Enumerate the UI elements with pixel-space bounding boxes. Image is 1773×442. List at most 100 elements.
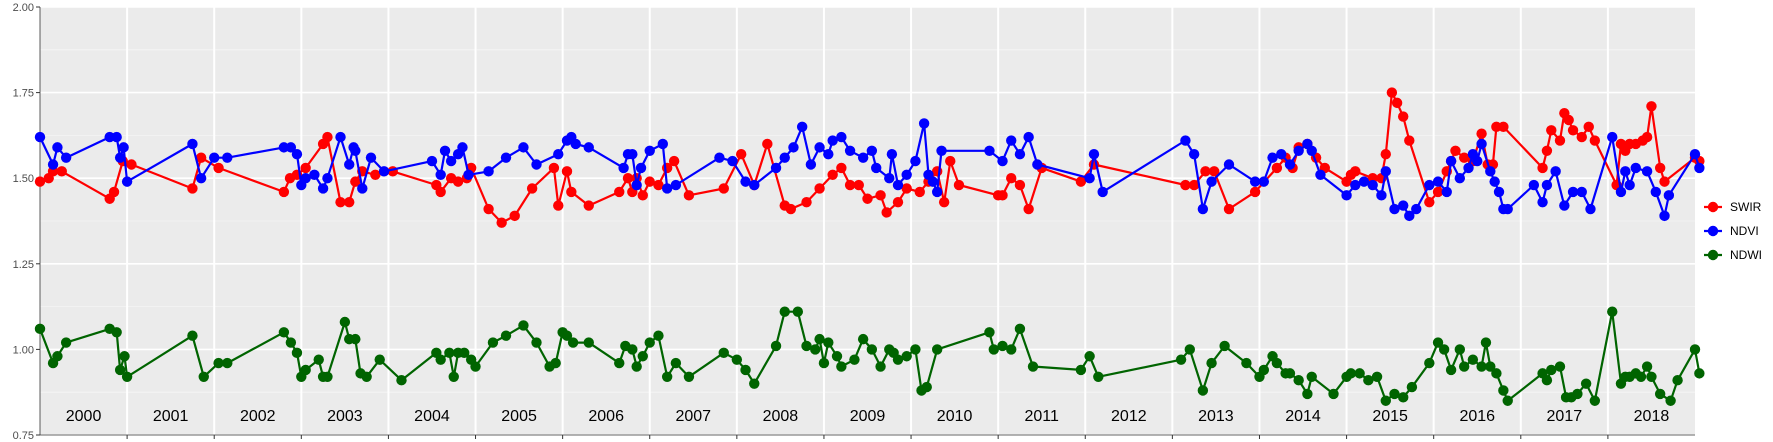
data-point-ndvi	[1689, 149, 1701, 160]
data-point-ndvi	[1620, 166, 1631, 177]
data-point-ndvi	[1641, 166, 1653, 177]
data-point-ndwi	[550, 357, 561, 369]
data-point-ndwi	[278, 327, 290, 338]
data-point-swir	[881, 207, 892, 218]
legend-key-point-swir	[1707, 201, 1719, 213]
data-point-swir	[56, 166, 67, 177]
data-point-ndvi	[714, 152, 725, 163]
data-point-swir	[668, 155, 680, 167]
data-point-ndvi	[1249, 176, 1261, 187]
data-point-ndwi	[500, 330, 512, 341]
data-point-ndwi	[300, 364, 311, 376]
data-point-ndvi	[457, 142, 468, 153]
data-point-ndvi	[439, 145, 451, 157]
data-point-swir	[1654, 162, 1666, 174]
data-point-ndvi	[300, 173, 311, 184]
data-point-ndwi	[459, 347, 470, 359]
data-point-ndwi	[361, 371, 372, 382]
data-point-swir	[801, 196, 812, 208]
data-point-swir	[322, 131, 333, 143]
data-point-swir	[827, 169, 838, 180]
data-point-ndwi	[444, 347, 455, 359]
data-point-swir	[1023, 203, 1034, 215]
data-point-ndwi	[997, 340, 1008, 352]
data-point-ndwi	[892, 354, 904, 365]
data-point-swir	[1391, 97, 1403, 109]
data-point-ndvi	[1223, 159, 1235, 170]
data-point-ndvi	[805, 159, 817, 170]
data-point-ndwi	[487, 337, 499, 348]
data-point-ndvi	[936, 145, 947, 157]
data-point-swir	[1350, 166, 1361, 177]
data-point-swir	[561, 166, 573, 177]
data-point-ndwi	[313, 354, 324, 365]
data-point-ndvi	[627, 149, 638, 160]
data-point-ndvi	[1650, 186, 1662, 198]
data-point-ndvi	[583, 142, 594, 153]
data-point-ndvi	[827, 135, 838, 146]
data-point-ndvi	[309, 169, 320, 180]
data-point-ndwi	[1572, 388, 1583, 400]
data-point-ndvi	[770, 162, 782, 174]
data-point-ndwi	[1363, 375, 1374, 386]
data-point-ndvi	[1476, 138, 1487, 150]
data-point-swir	[1397, 111, 1409, 122]
data-point-ndvi	[727, 155, 738, 167]
data-point-ndvi	[1293, 145, 1304, 157]
data-point-swir	[195, 152, 207, 163]
data-point-ndvi	[291, 149, 303, 160]
data-point-ndwi	[1424, 357, 1435, 369]
data-point-ndwi	[1480, 337, 1492, 348]
data-point-ndwi	[1541, 375, 1553, 386]
data-point-ndwi	[1406, 381, 1418, 393]
data-point-ndwi	[583, 337, 594, 348]
data-point-ndwi	[1432, 337, 1444, 348]
data-point-ndvi	[886, 149, 898, 160]
data-point-swir	[509, 210, 520, 222]
data-point-ndwi	[1502, 395, 1513, 406]
data-point-ndvi	[866, 145, 878, 157]
data-point-ndwi	[866, 344, 878, 355]
data-point-ndwi	[740, 364, 751, 376]
data-point-swir	[1208, 166, 1220, 177]
data-point-ndvi	[1380, 166, 1391, 177]
data-point-ndwi	[637, 351, 648, 362]
data-point-swir	[644, 176, 655, 187]
data-point-swir	[953, 179, 965, 191]
data-point-swir	[350, 176, 361, 187]
data-point-swir	[126, 159, 137, 170]
data-point-swir	[622, 173, 634, 184]
data-point-ndwi	[285, 337, 297, 348]
data-point-ndwi	[1546, 364, 1557, 376]
data-point-ndwi	[910, 344, 921, 355]
data-point-ndwi	[984, 327, 995, 338]
data-point-ndvi	[445, 155, 457, 167]
data-point-ndwi	[518, 320, 529, 331]
data-point-swir	[814, 183, 825, 194]
data-point-ndwi	[1014, 323, 1026, 335]
data-point-ndwi	[1284, 368, 1296, 379]
data-point-ndvi	[1284, 159, 1296, 170]
data-point-ndwi	[350, 333, 361, 345]
data-point-ndwi	[52, 351, 63, 362]
data-point-ndvi	[1397, 200, 1409, 211]
y-tick-label: 2.00	[13, 2, 34, 14]
data-point-swir	[370, 169, 381, 180]
year-label: 2008	[763, 408, 799, 425]
data-point-swir	[762, 138, 773, 150]
data-point-swir	[496, 217, 507, 228]
data-point-swir	[483, 203, 494, 215]
data-point-ndvi	[740, 176, 751, 187]
data-point-ndvi	[118, 142, 129, 153]
data-point-ndvi	[1206, 176, 1217, 187]
data-point-ndwi	[396, 375, 407, 386]
data-point-ndwi	[121, 371, 133, 382]
data-point-swir	[945, 155, 956, 167]
data-point-ndwi	[1241, 357, 1252, 369]
data-point-ndwi	[1397, 392, 1409, 403]
data-point-ndvi	[322, 173, 333, 184]
data-point-ndvi	[1615, 186, 1627, 198]
data-point-ndvi	[644, 145, 655, 157]
data-point-ndwi	[1665, 395, 1676, 406]
data-point-ndwi	[1485, 361, 1496, 372]
